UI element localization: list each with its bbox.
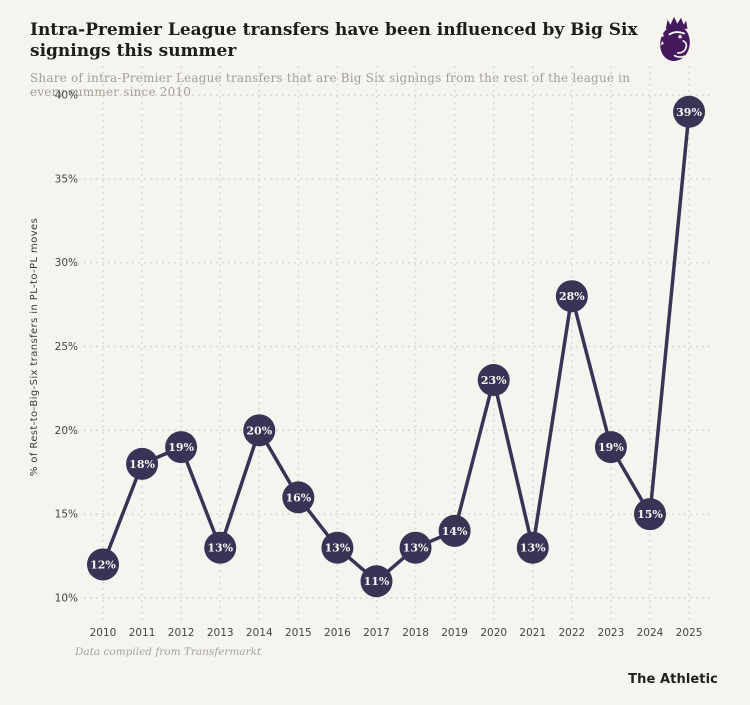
data-point-label: 18% xyxy=(129,458,155,471)
data-point xyxy=(673,95,706,128)
data-point-label: 19% xyxy=(168,441,194,454)
x-tick-label: 2012 xyxy=(168,627,195,639)
y-tick-label: 30% xyxy=(55,257,78,269)
x-tick-label: 2022 xyxy=(558,627,585,639)
data-point xyxy=(594,431,627,464)
data-point-label: 23% xyxy=(481,374,507,387)
data-point xyxy=(399,531,432,564)
y-tick-label: 20% xyxy=(55,425,78,437)
data-point-label: 13% xyxy=(325,542,351,555)
x-tick-label: 2019 xyxy=(441,627,468,639)
data-point xyxy=(87,548,119,581)
x-tick-label: 2015 xyxy=(285,627,312,639)
data-point xyxy=(516,531,549,564)
x-tick-label: 2023 xyxy=(598,627,625,639)
data-point-label: 12% xyxy=(90,558,116,571)
data-point xyxy=(360,565,393,598)
data-point xyxy=(555,280,588,313)
x-tick-label: 2014 xyxy=(246,627,273,639)
data-point-label: 13% xyxy=(520,542,546,555)
data-point-label: 13% xyxy=(207,542,233,555)
x-tick-label: 2017 xyxy=(363,627,390,639)
data-point xyxy=(282,481,315,514)
data-point-label: 13% xyxy=(403,542,429,555)
x-tick-label: 2018 xyxy=(402,627,429,639)
data-point xyxy=(204,531,237,564)
data-point xyxy=(243,414,276,447)
the-athletic-logo: The Athletic xyxy=(628,672,718,687)
x-tick-label: 2010 xyxy=(90,627,117,639)
data-point-label: 16% xyxy=(285,491,311,504)
trend-line xyxy=(101,111,691,584)
data-point xyxy=(477,364,510,397)
y-tick-label: 25% xyxy=(55,341,78,353)
x-tick-label: 2011 xyxy=(129,627,156,639)
y-tick-label: 40% xyxy=(55,89,78,101)
data-point-label: 28% xyxy=(559,290,585,303)
y-axis-title: % of Rest-to-Big-Six transfers in PL-to-… xyxy=(29,218,40,476)
x-tick-label: 2021 xyxy=(519,627,546,639)
premier-league-lion-icon xyxy=(660,16,690,61)
data-point-label: 14% xyxy=(442,525,468,538)
data-point-label: 15% xyxy=(637,508,663,521)
data-point xyxy=(165,431,198,464)
data-point-label: 20% xyxy=(246,424,272,437)
data-point xyxy=(321,531,354,564)
x-tick-label: 2016 xyxy=(324,627,351,639)
x-tick-label: 2025 xyxy=(676,627,703,639)
data-point xyxy=(126,447,159,480)
y-tick-label: 35% xyxy=(55,173,78,185)
data-point-label: 11% xyxy=(364,575,390,588)
data-point-label: 39% xyxy=(676,106,702,119)
y-tick-label: 15% xyxy=(55,509,78,521)
x-tick-label: 2013 xyxy=(207,627,234,639)
x-tick-label: 2020 xyxy=(480,627,507,639)
x-tick-label: 2024 xyxy=(637,627,664,639)
y-tick-label: 10% xyxy=(55,593,78,605)
data-point xyxy=(633,498,666,531)
chart-title: Intra-Premier League transfers have been… xyxy=(30,20,638,62)
header: Intra-Premier League transfers have been… xyxy=(30,20,650,99)
data-point xyxy=(438,514,471,547)
source-note: Data compiled from Transfermarkt xyxy=(75,646,262,658)
data-point-label: 19% xyxy=(598,441,624,454)
